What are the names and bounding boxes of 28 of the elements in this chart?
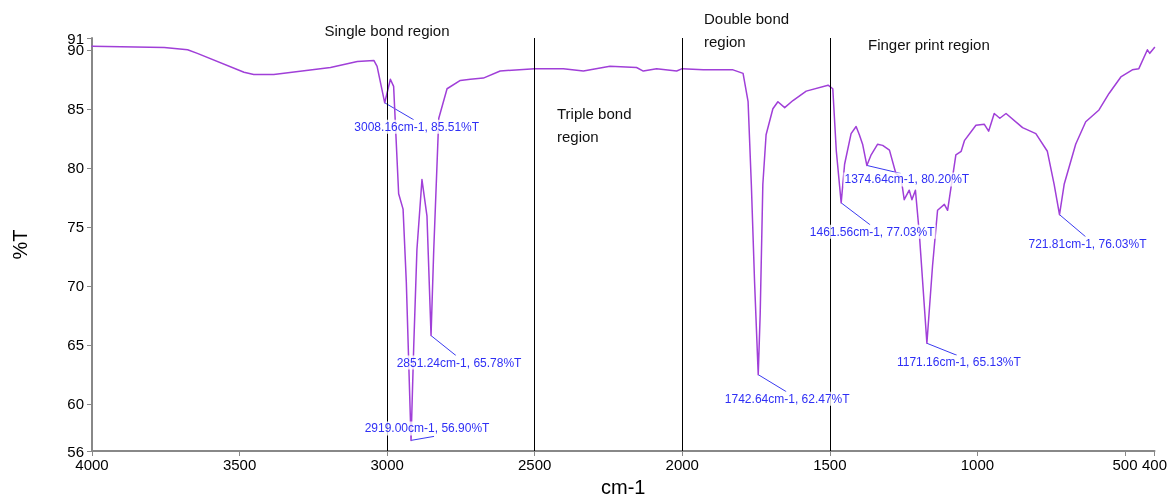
y-tick-label: 60 xyxy=(67,395,84,413)
text: Single bond region xyxy=(324,21,450,39)
x-tick-label: 500 xyxy=(1112,456,1138,473)
y-tick-label: 85 xyxy=(67,100,84,118)
annotation: 2919.00cm-1, 56.90%T xyxy=(364,421,491,436)
annotation: Triple bond region xyxy=(557,105,636,145)
y-axis-title: %T xyxy=(9,229,31,260)
x-tick-label: 1500 xyxy=(813,456,847,473)
annotation: 3008.16cm-1, 85.51%T xyxy=(354,119,480,134)
y-tick-label: 75 xyxy=(67,218,84,236)
x-tick-label: 2500 xyxy=(518,456,552,473)
y-tick-label: 65 xyxy=(67,336,84,354)
annotation: 1374.64cm-1, 80.20%T xyxy=(844,172,970,187)
annotation: Double bond region xyxy=(704,10,794,50)
y-tick-label: 70 xyxy=(67,277,84,295)
x-tick-label: 3000 xyxy=(370,456,404,473)
annotation: 1461.56cm-1, 77.03%T xyxy=(809,224,936,239)
annotation: 1171.16cm-1, 65.13%T xyxy=(896,355,1022,370)
x-tick-label: 1000 xyxy=(960,456,995,473)
x-tick-label: 3500 xyxy=(222,456,257,473)
annotation: 2851.24cm-1, 65.78%T xyxy=(396,355,523,370)
x-tick-label: 400 xyxy=(1141,456,1167,473)
y-tick-label: 80 xyxy=(67,159,84,177)
annotation: Finger print region xyxy=(868,35,990,53)
annotation: 1742.64cm-1, 62.47%T xyxy=(724,391,851,406)
x-axis-title: cm-1 xyxy=(601,476,646,498)
annotation: 721.81cm-1, 76.03%T xyxy=(1028,236,1148,251)
x-tick-label: 2000 xyxy=(665,456,699,473)
